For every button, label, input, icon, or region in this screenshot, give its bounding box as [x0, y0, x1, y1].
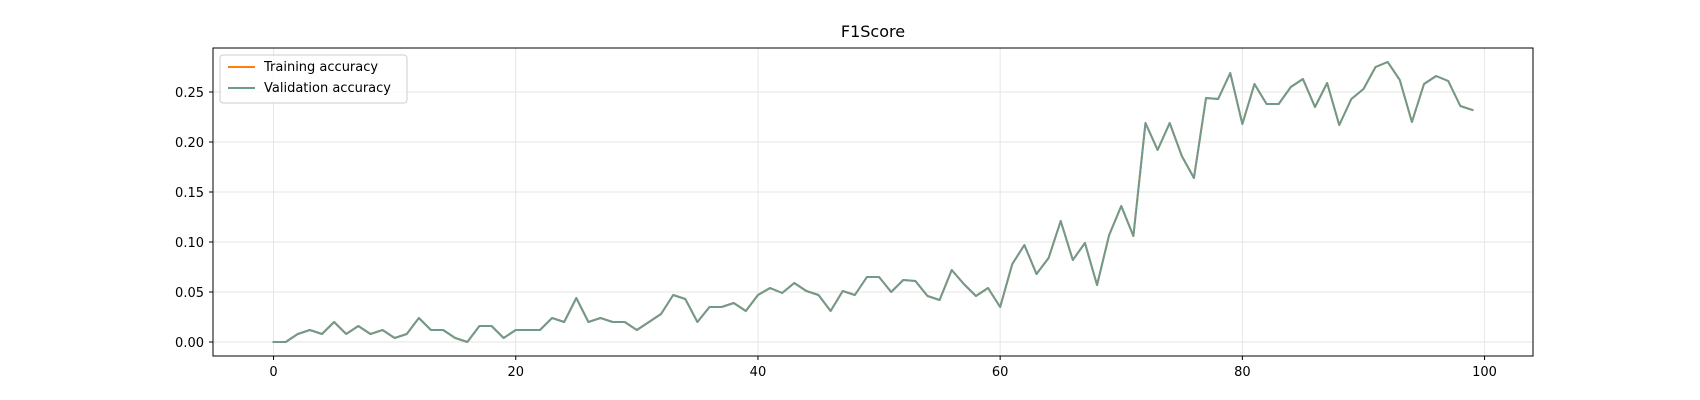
y-tick-label: 0.25: [175, 86, 204, 101]
y-tick-label: 0.00: [175, 336, 204, 351]
series-line-training: [272, 61, 1474, 343]
x-tick-label: 20: [507, 365, 524, 380]
legend-box: [219, 54, 408, 104]
plot-frame: [212, 47, 1534, 357]
legend: Training accuracy Validation accuracy: [219, 54, 408, 104]
x-axis: 0 20 40 60 80 100: [269, 356, 1497, 380]
legend-label-validation: Validation accuracy: [264, 81, 391, 96]
grid: [213, 48, 1533, 356]
y-tick-label: 0.05: [175, 286, 204, 301]
y-tick-label: 0.20: [175, 136, 204, 151]
series-line-validation: [272, 61, 1474, 343]
y-axis: 0.00 0.05 0.10 0.15 0.20 0.25: [175, 86, 213, 351]
chart-title: F1Score: [841, 22, 905, 41]
x-tick-label: 60: [992, 365, 1009, 380]
y-tick-label: 0.10: [175, 236, 204, 251]
x-tick-label: 100: [1472, 365, 1497, 380]
y-tick-label: 0.15: [175, 186, 204, 201]
series-layer: [272, 61, 1474, 343]
legend-label-training: Training accuracy: [263, 60, 378, 75]
x-tick-label: 80: [1234, 365, 1251, 380]
x-tick-label: 0: [269, 365, 277, 380]
x-tick-label: 40: [750, 365, 767, 380]
